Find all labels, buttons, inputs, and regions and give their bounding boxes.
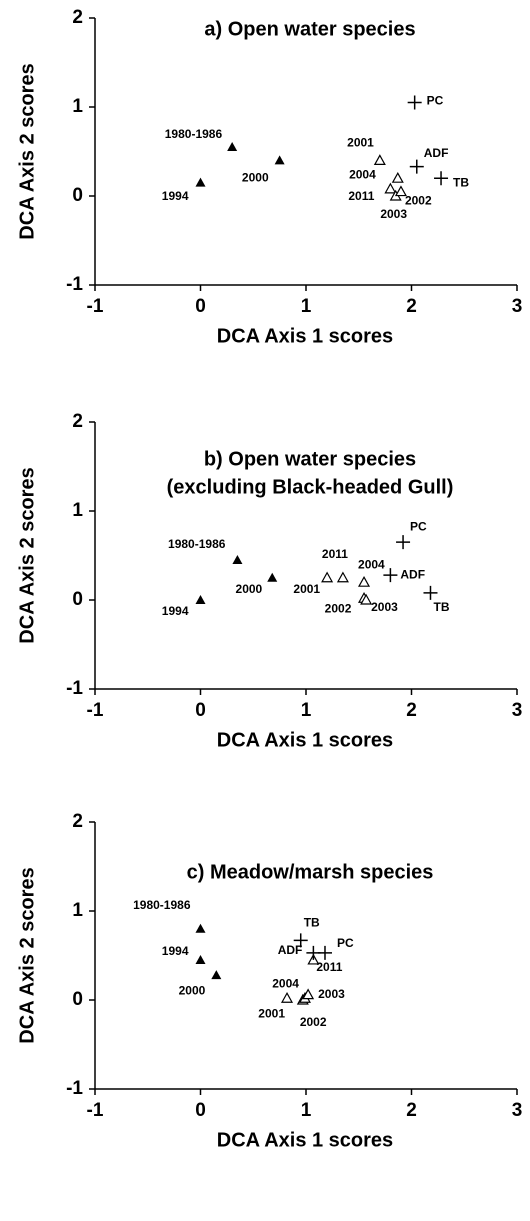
point (358, 575, 371, 587)
point (336, 571, 349, 583)
point-label: TB (433, 600, 449, 614)
y-tick-label: 0 (72, 989, 83, 1010)
x-tick-label: 1 (301, 700, 312, 721)
y-axis-label: DCA Axis 2 scores (16, 467, 38, 643)
x-axis-label: DCA Axis 1 scores (217, 729, 393, 751)
point-label: 2001 (347, 136, 374, 150)
point-label: PC (337, 936, 354, 950)
point (195, 923, 206, 933)
point-label: 2004 (272, 976, 299, 990)
y-tick-label: 0 (72, 589, 83, 610)
x-tick-label: 3 (512, 1100, 523, 1121)
y-tick-label: 2 (72, 411, 83, 432)
x-tick-label: 1 (301, 296, 312, 317)
point (232, 554, 243, 564)
point-label: ADF (400, 567, 425, 581)
point (407, 95, 422, 110)
chart-title: (excluding Black-headed Gull) (167, 476, 454, 498)
y-tick-label: -1 (66, 1078, 83, 1099)
point-label: 2002 (325, 601, 352, 615)
y-tick-label: 2 (72, 811, 83, 832)
point-label: 2003 (380, 207, 407, 221)
point (360, 593, 373, 605)
x-tick-label: 3 (512, 700, 523, 721)
point (383, 568, 398, 583)
point (434, 171, 449, 186)
point (321, 571, 334, 583)
point-label: 2000 (236, 582, 263, 596)
point (293, 933, 308, 948)
x-tick-label: 0 (195, 700, 206, 721)
chart-title: a) Open water species (204, 18, 415, 40)
point-label: TB (453, 175, 469, 189)
point-label: PC (410, 519, 427, 533)
y-tick-label: 1 (72, 96, 83, 117)
point-label: 2011 (316, 960, 342, 974)
point-label: PC (427, 94, 444, 108)
point-label: 1980-1986 (168, 537, 226, 551)
point (384, 182, 397, 194)
point (195, 954, 206, 964)
point-label: 2004 (349, 167, 376, 181)
point-label: TB (304, 916, 320, 930)
point-label: ADF (278, 943, 303, 957)
x-tick-label: 2 (406, 1100, 417, 1121)
chart-title: c) Meadow/marsh species (187, 861, 434, 883)
x-axis-label: DCA Axis 1 scores (217, 1129, 393, 1151)
y-tick-label: 1 (72, 900, 83, 921)
point (391, 171, 404, 183)
point-label: 2004 (358, 557, 385, 571)
y-tick-label: -1 (66, 678, 83, 699)
point-label: ADF (424, 146, 449, 160)
point-label: 2003 (371, 600, 398, 614)
point (267, 572, 278, 582)
point (396, 535, 411, 550)
point (280, 991, 294, 1003)
point-label: 1994 (162, 944, 189, 958)
point (394, 185, 407, 197)
x-tick-label: -1 (87, 700, 104, 721)
point (211, 970, 222, 980)
point (302, 988, 315, 1000)
y-tick-label: 0 (72, 185, 83, 206)
y-tick-label: -1 (66, 274, 83, 295)
point (227, 142, 238, 152)
point (373, 154, 386, 165)
point (317, 945, 332, 960)
point-label: 2001 (258, 1006, 285, 1020)
point-label: 1980-1986 (165, 127, 223, 141)
x-tick-label: 3 (512, 296, 523, 317)
chart-title: b) Open water species (204, 448, 416, 470)
point-label: 2001 (293, 582, 320, 596)
point (195, 177, 206, 187)
point (195, 595, 206, 604)
point-label: 1994 (162, 604, 189, 618)
y-axis-label: DCA Axis 2 scores (16, 867, 38, 1043)
x-tick-label: -1 (87, 296, 104, 317)
x-tick-label: 0 (195, 296, 206, 317)
point-label: 2002 (405, 194, 432, 208)
point (423, 585, 438, 600)
point (274, 155, 285, 165)
x-tick-label: 2 (406, 700, 417, 721)
y-axis-label: DCA Axis 2 scores (16, 63, 38, 239)
x-tick-label: 1 (301, 1100, 312, 1121)
point-label: 2011 (322, 547, 348, 561)
point-label: 2002 (300, 1015, 327, 1029)
point-label: 2003 (318, 987, 345, 1001)
point-label: 2000 (179, 983, 206, 997)
x-axis-label: DCA Axis 1 scores (217, 325, 393, 347)
y-tick-label: 1 (72, 500, 83, 521)
point-label: 1994 (162, 189, 189, 203)
point-label: 1980-1986 (133, 898, 191, 912)
x-tick-label: -1 (87, 1100, 104, 1121)
y-tick-label: 2 (72, 7, 83, 28)
point-label: 2000 (242, 171, 269, 185)
x-tick-label: 2 (406, 296, 417, 317)
x-tick-label: 0 (195, 1100, 206, 1121)
point-label: 2011 (348, 189, 374, 203)
point (409, 159, 424, 174)
